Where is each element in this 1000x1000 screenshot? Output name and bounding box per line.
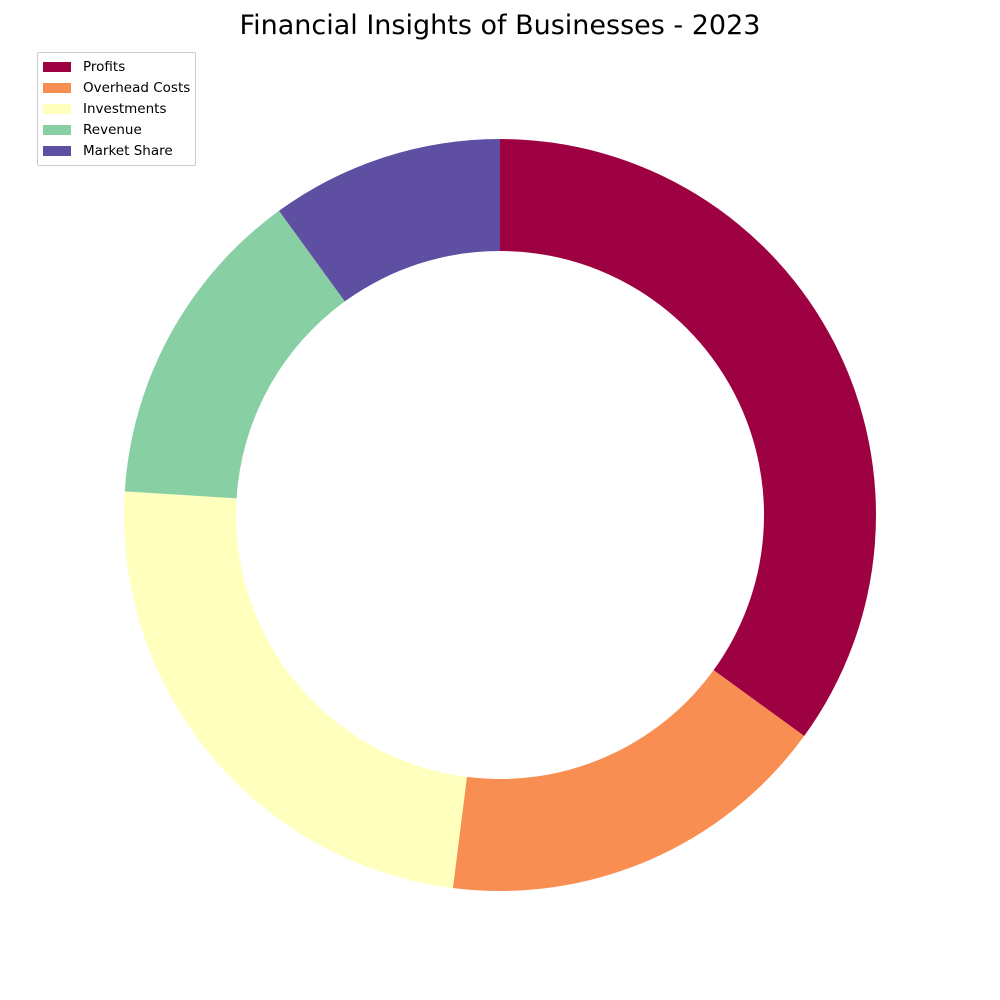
donut-slice-investments	[123, 491, 467, 889]
legend-swatch	[43, 124, 71, 135]
legend-swatch	[43, 61, 71, 72]
donut-slice-market-share	[278, 139, 500, 302]
legend-swatch	[43, 82, 71, 93]
legend-label: Profits	[83, 58, 126, 75]
legend-item: Investments	[43, 98, 190, 119]
legend-label: Overhead Costs	[83, 79, 191, 96]
legend-label: Market Share	[83, 142, 173, 159]
legend-item: Profits	[43, 56, 190, 77]
legend-swatch	[43, 103, 71, 114]
legend: Profits Overhead Costs Investments Revenue M…	[37, 52, 197, 166]
legend-item: Market Share	[43, 140, 190, 161]
donut-slice-revenue	[124, 210, 345, 499]
legend-item: Revenue	[43, 119, 190, 140]
legend-item: Overhead Costs	[43, 77, 190, 98]
donut-slice-overhead-costs	[452, 670, 805, 891]
legend-label: Investments	[83, 100, 167, 117]
donut-slice-profits	[500, 139, 876, 737]
legend-swatch	[43, 145, 71, 156]
legend-label: Revenue	[83, 121, 142, 138]
chart-title: Financial Insights of Businesses - 2023	[239, 10, 761, 41]
